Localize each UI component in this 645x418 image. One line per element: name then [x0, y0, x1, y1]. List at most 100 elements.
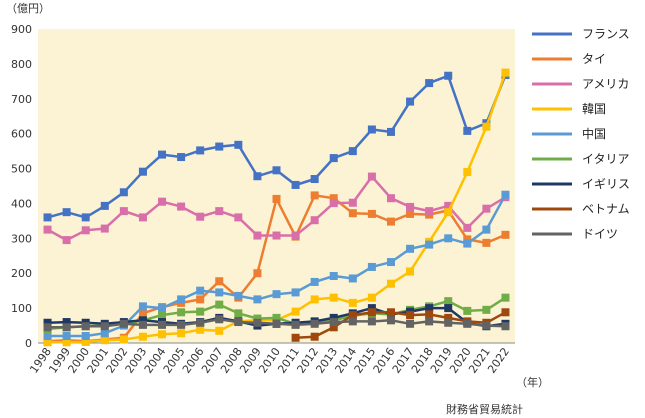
data-point — [444, 71, 453, 80]
data-point — [501, 190, 510, 199]
data-point — [482, 122, 491, 131]
data-point — [177, 308, 186, 317]
data-point — [367, 209, 376, 218]
legend-label: 韓国 — [582, 102, 606, 116]
data-point — [425, 304, 434, 313]
data-point — [310, 295, 319, 304]
data-point — [272, 231, 281, 240]
data-point — [196, 318, 205, 327]
data-point — [196, 212, 205, 221]
legend-label: イギリス — [582, 177, 630, 191]
data-point — [177, 295, 186, 304]
data-point — [291, 231, 300, 240]
data-point — [138, 167, 147, 176]
data-point — [482, 238, 491, 247]
data-point — [43, 323, 52, 332]
data-point — [444, 234, 453, 243]
data-point — [406, 267, 415, 276]
data-point — [444, 318, 453, 327]
y-tick-label: 200 — [11, 267, 32, 280]
data-point — [425, 240, 434, 249]
data-point — [386, 258, 395, 267]
data-point — [100, 322, 109, 331]
data-point — [196, 295, 205, 304]
y-tick-label: 0 — [25, 337, 32, 350]
data-point — [425, 310, 434, 319]
data-point — [406, 311, 415, 320]
legend-item: タイ — [532, 52, 606, 66]
legend-item: イギリス — [532, 177, 630, 191]
legend-item: ベトナム — [532, 202, 630, 216]
y-tick-label: 100 — [11, 302, 32, 315]
data-point — [291, 333, 300, 342]
data-point — [463, 306, 472, 315]
data-point — [272, 166, 281, 175]
data-point — [367, 293, 376, 302]
data-point — [253, 172, 262, 181]
data-point — [463, 168, 472, 177]
y-unit-label: （億円） — [6, 2, 50, 15]
y-tick-label: 800 — [11, 58, 32, 71]
data-point — [253, 269, 262, 278]
data-point — [138, 316, 147, 325]
data-point — [215, 288, 224, 297]
data-point — [310, 319, 319, 328]
legend-label: ベトナム — [582, 202, 630, 216]
data-point — [463, 235, 472, 244]
legend-item: ドイツ — [532, 227, 618, 241]
data-point — [348, 198, 357, 207]
data-point — [81, 322, 90, 331]
data-point — [196, 307, 205, 316]
data-point — [158, 150, 167, 159]
data-point — [158, 320, 167, 329]
data-point — [215, 277, 224, 286]
legend-label: イタリア — [582, 152, 630, 166]
data-point — [329, 154, 338, 163]
data-point — [62, 332, 71, 341]
data-point — [138, 309, 147, 318]
legend-label: アメリカ — [582, 77, 629, 91]
legend-item: 韓国 — [532, 102, 606, 116]
data-point — [119, 188, 128, 197]
data-point — [272, 313, 281, 322]
data-point — [43, 318, 52, 327]
data-point — [43, 225, 52, 234]
data-point — [43, 213, 52, 222]
data-point — [329, 318, 338, 327]
data-point — [177, 202, 186, 211]
legend-label: ドイツ — [582, 227, 618, 241]
data-point — [348, 147, 357, 156]
data-point — [100, 224, 109, 233]
data-point — [215, 142, 224, 151]
y-axis: 0 100 200 300 400 500 600 700 800 900 — [11, 23, 32, 350]
x-axis: 1998199920002001200220032004200520062007… — [27, 345, 512, 375]
legend-label: 中国 — [582, 126, 606, 141]
data-point — [62, 236, 71, 245]
data-point — [81, 226, 90, 235]
data-point — [386, 217, 395, 226]
data-point — [158, 311, 167, 320]
data-point — [329, 272, 338, 281]
legend-item: 中国 — [532, 126, 606, 141]
data-point — [234, 309, 243, 318]
data-point — [386, 308, 395, 317]
data-point — [406, 209, 415, 218]
data-point — [310, 216, 319, 225]
data-point — [62, 208, 71, 217]
data-point — [501, 308, 510, 317]
data-point — [367, 172, 376, 181]
data-point — [406, 202, 415, 211]
data-point — [291, 307, 300, 316]
data-point — [444, 304, 453, 313]
data-point — [253, 295, 262, 304]
data-point — [386, 279, 395, 288]
data-point — [310, 175, 319, 184]
data-point — [158, 330, 167, 339]
data-point — [348, 298, 357, 307]
data-point — [62, 338, 71, 347]
data-point — [444, 313, 453, 322]
data-point — [367, 125, 376, 134]
x-tick-label: 2022 — [485, 345, 512, 375]
